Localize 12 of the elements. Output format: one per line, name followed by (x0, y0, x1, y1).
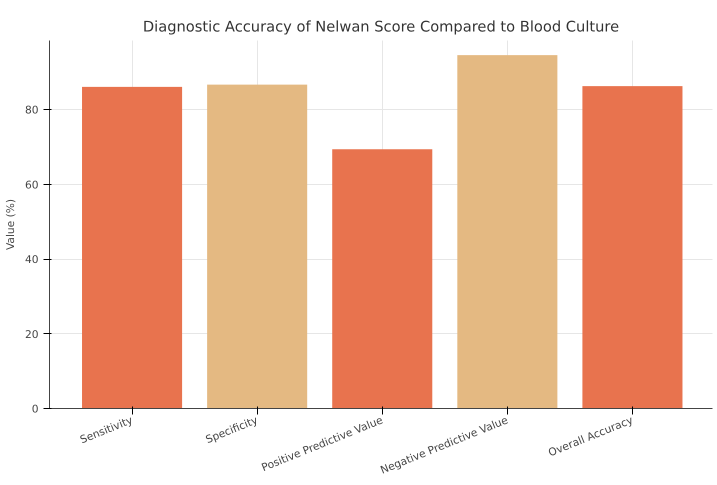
bar (82, 86, 182, 408)
y-tick-label: 80 (24, 104, 39, 117)
bar (582, 86, 682, 408)
bar (332, 149, 432, 408)
y-tick-label: 60 (24, 178, 39, 192)
bar (457, 55, 558, 408)
chart-title: Diagnostic Accuracy of Nelwan Score Compared to Blood Culture (142, 18, 620, 36)
y-tick-label: 20 (24, 328, 39, 341)
y-tick-label: 0 (32, 402, 39, 416)
y-tick-label: 40 (24, 253, 39, 266)
bar (207, 84, 308, 408)
y-axis-title: Value (%) (4, 198, 17, 250)
